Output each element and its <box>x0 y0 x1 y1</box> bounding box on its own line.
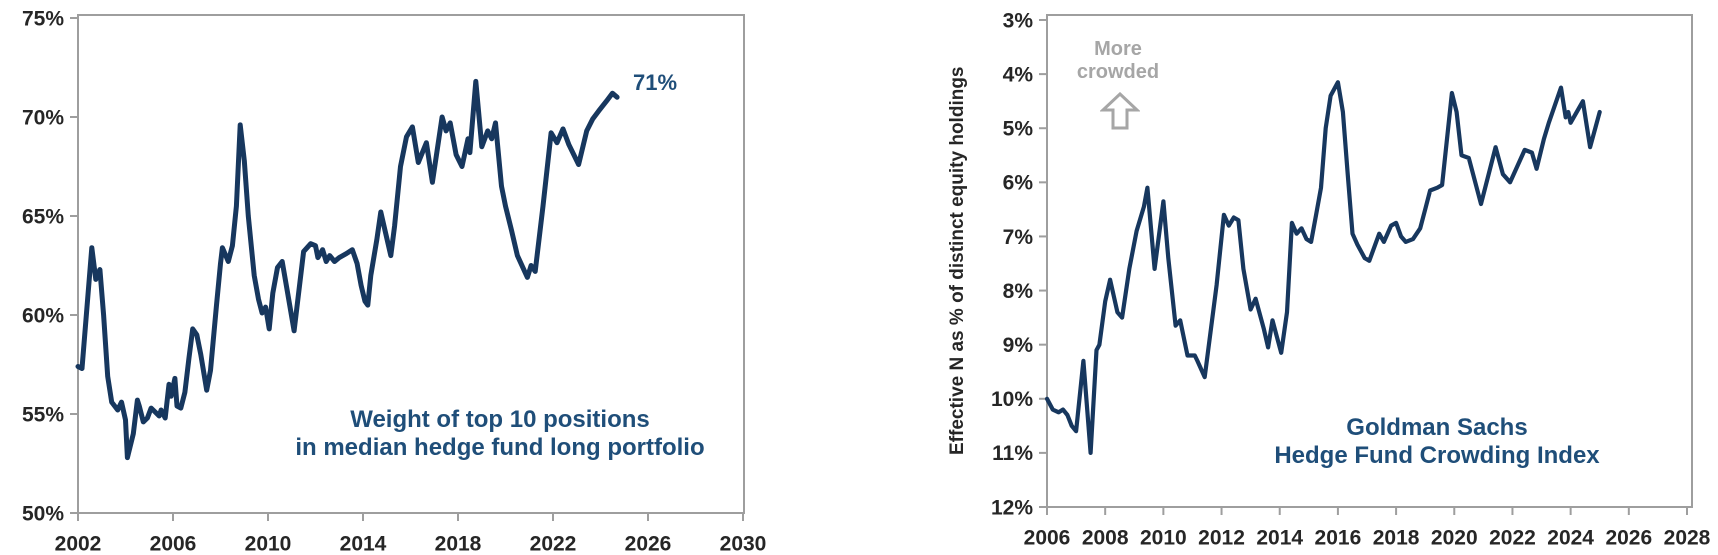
x-tick-label: 2024 <box>1547 526 1594 549</box>
x-tick-label: 2026 <box>1605 526 1652 549</box>
y-tick-label: 65% <box>22 205 64 228</box>
y-tick-label: 3% <box>1003 9 1034 32</box>
y-tick-label: 75% <box>22 7 64 30</box>
x-tick-label: 2026 <box>625 532 672 555</box>
right-chart-title: Goldman Sachs Hedge Fund Crowding Index <box>1274 414 1600 469</box>
y-tick-label: 4% <box>1003 63 1034 86</box>
y-tick-label: 70% <box>22 106 64 129</box>
x-tick-label: 2018 <box>435 532 482 555</box>
x-tick-label: 2018 <box>1373 526 1420 549</box>
y-tick-label: 5% <box>1003 118 1034 141</box>
y-tick-label: 9% <box>1003 334 1034 357</box>
x-tick-label: 2008 <box>1082 526 1129 549</box>
y-tick-label: 60% <box>22 304 64 327</box>
x-tick-label: 2006 <box>1024 526 1071 549</box>
chart-gs-hedge-fund-crowding-index: 3% 4% 5% 6% 7% 8% 9% 10% 11% 12% 2006 2008 2010 2012 2… <box>991 9 1711 549</box>
x-tick-label: 2020 <box>1431 526 1478 549</box>
x-tick-label: 2030 <box>720 532 767 555</box>
x-tick-label: 2012 <box>1198 526 1245 549</box>
x-tick-label: 2016 <box>1315 526 1362 549</box>
more-crowded-annotation: More crowded <box>1076 38 1160 83</box>
x-tick-label: 2002 <box>55 532 102 555</box>
x-tick-label: 2010 <box>245 532 292 555</box>
y-tick-label: 8% <box>1003 280 1034 303</box>
left-chart-title: Weight of top 10 positions in median hed… <box>295 406 705 461</box>
left-chart-end-value-label: 71% <box>633 70 678 95</box>
y-tick-label: 11% <box>992 442 1033 465</box>
series-line <box>75 78 620 461</box>
more-crowded-arrow-icon <box>1099 91 1141 130</box>
x-tick-label: 2006 <box>150 532 197 555</box>
series-line <box>1044 80 1602 455</box>
plot-border <box>77 14 745 514</box>
x-tick-label: 2028 <box>1664 526 1711 549</box>
y-tick-label: 6% <box>1003 172 1034 195</box>
y-tick-label: 50% <box>22 502 64 525</box>
x-tick-label: 2014 <box>340 532 387 555</box>
y-tick-label: 10% <box>991 388 1033 411</box>
y-tick-label: 12% <box>991 496 1033 519</box>
x-tick-label: 2022 <box>1489 526 1536 549</box>
x-tick-label: 2010 <box>1140 526 1187 549</box>
y-tick-label: 7% <box>1003 226 1034 249</box>
right-chart-y-axis-title: Effective N as % of distinct equity hold… <box>947 66 968 456</box>
chart-hedge-fund-top10-weight: 75% 70% 65% 60% 55% 50% 2002 2006 2010 2014 2018 20… <box>22 7 766 555</box>
y-tick-label: 55% <box>22 403 64 426</box>
x-tick-label: 2014 <box>1256 526 1303 549</box>
plot-border <box>1046 14 1693 508</box>
x-tick-label: 2022 <box>530 532 577 555</box>
